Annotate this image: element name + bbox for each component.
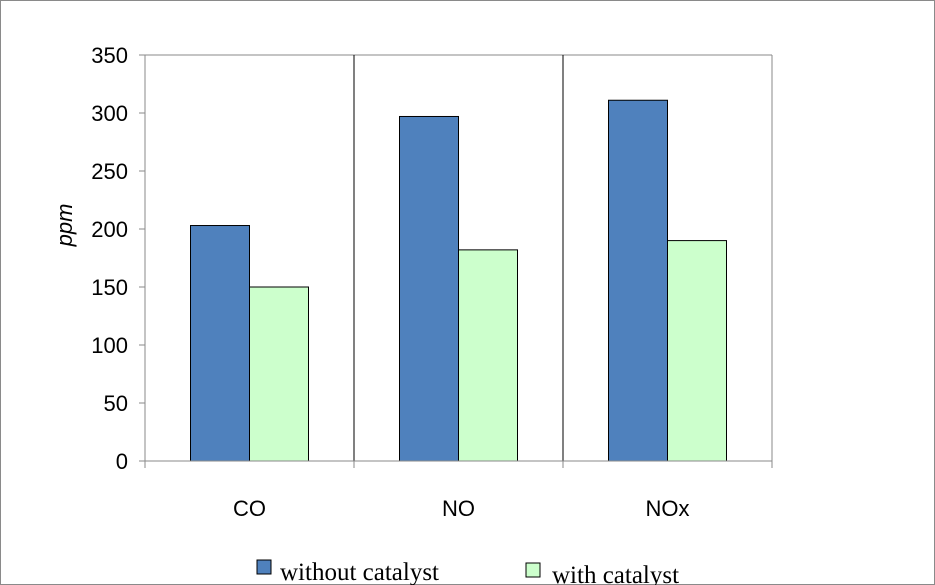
x-category-labels: CO NO NOx (233, 496, 690, 521)
legend-swatch-series-2 (525, 562, 541, 578)
y-tick-label: 300 (91, 101, 128, 126)
bar-no-series-1 (399, 115, 459, 462)
x-category-label: NOx (646, 496, 690, 521)
legend-label-series-2: with catalyst (552, 562, 679, 585)
bar-no-series-2 (458, 249, 518, 462)
grid-layer (145, 54, 773, 461)
y-tick-label: 350 (91, 43, 128, 68)
bars-layer (190, 99, 727, 462)
axes-layer (139, 54, 773, 468)
bar-nox-series-1 (608, 99, 668, 462)
y-tick-label: 100 (91, 333, 128, 358)
y-tick-label: 0 (116, 449, 128, 474)
y-tick-labels: 0 50 100 150 200 250 300 350 (91, 43, 128, 474)
legend-swatch-series-1 (256, 559, 272, 575)
bar-co-series-1 (190, 225, 250, 462)
y-tick-label: 150 (91, 275, 128, 300)
y-axis-title: ppm (52, 204, 77, 248)
y-tick-label: 250 (91, 159, 128, 184)
x-category-label: NO (442, 496, 475, 521)
legend-label-series-1: without catalyst (280, 559, 439, 585)
bar-nox-series-2 (667, 240, 727, 462)
y-tick-label: 200 (91, 217, 128, 242)
y-tick-label: 50 (104, 391, 128, 416)
legend: without catalyst with catalyst (256, 559, 679, 585)
x-category-label: CO (233, 496, 266, 521)
bar-co-series-2 (249, 286, 309, 462)
